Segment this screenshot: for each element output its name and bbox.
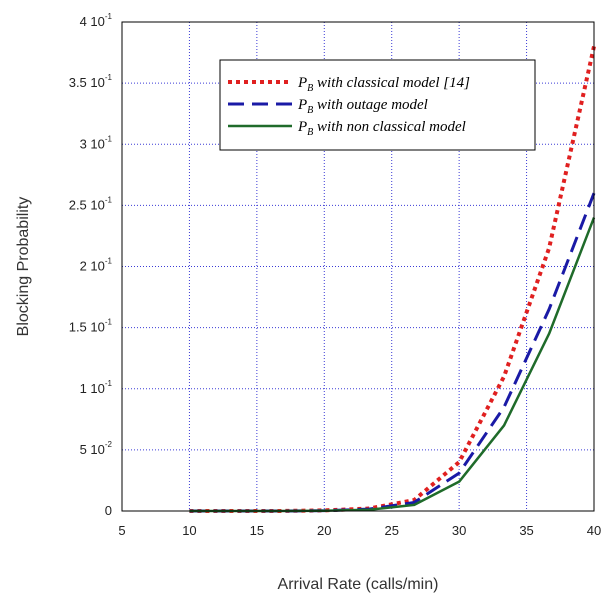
x-tick-label: 25 [384, 523, 398, 538]
y-tick-label: 5 10-2 [80, 440, 113, 457]
legend-box [219, 59, 536, 151]
y-tick-label: 2 10-1 [80, 257, 113, 274]
y-tick-label: 3 10-1 [80, 134, 113, 151]
legend: PB with classical model [14] PB with outa… [219, 59, 536, 151]
legend-label-2: PB with outage model [297, 97, 428, 116]
y-tick-label: 0 [105, 503, 112, 518]
x-tick-label: 40 [587, 523, 601, 538]
y-tick-label: 1 10-1 [80, 379, 113, 396]
legend-label-3: PB with non classical model [297, 119, 466, 138]
y-axis-label: Blocking Probability [15, 197, 32, 337]
y-tick-label: 1.5 10-1 [69, 318, 113, 335]
x-tick-label: 5 [118, 523, 125, 538]
x-tick-label: 35 [519, 523, 533, 538]
x-tick-label: 15 [250, 523, 264, 538]
x-tick-labels: 5 10 15 20 25 30 35 40 [118, 523, 601, 538]
series-line-2 [189, 192, 596, 513]
x-tick-label: 30 [452, 523, 466, 538]
plot-frame [121, 21, 595, 512]
y-tick-label: 4 10-1 [80, 12, 113, 29]
y-tick-label: 2.5 10-1 [69, 195, 113, 212]
x-axis-label: Arrival Rate (calls/min) [278, 576, 439, 593]
y-tick-label: 3.5 10-1 [69, 73, 113, 90]
x-tick-label: 20 [317, 523, 331, 538]
legend-label-1: PB with classical model [14] [297, 75, 470, 94]
y-tick-labels: 0 5 10-2 1 10-1 1.5 10-1 2 10-1 2.5 10-1 3 10-… [69, 12, 113, 518]
x-tick-label: 10 [182, 523, 196, 538]
